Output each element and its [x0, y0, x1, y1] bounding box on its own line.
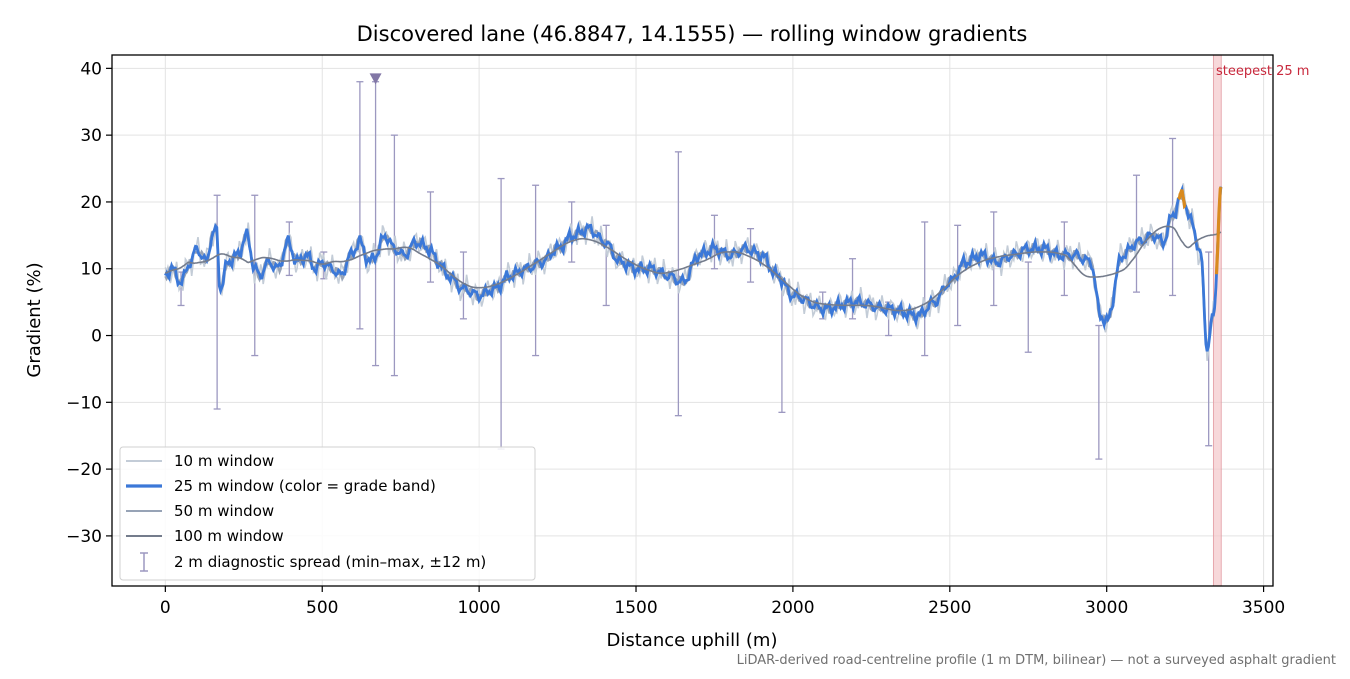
error-bar [1133, 174, 1141, 293]
series-25m-steep-segment [1214, 186, 1223, 275]
y-tick-label: −20 [66, 460, 102, 480]
error-bar [426, 191, 434, 283]
series-25m-window [164, 184, 1223, 352]
legend-label-10m: 10 m window [174, 452, 274, 470]
legend-label-50m: 50 m window [174, 502, 274, 520]
y-tick-label: 10 [80, 260, 102, 280]
error-bar [251, 194, 259, 357]
x-tick-label: 3000 [1085, 598, 1128, 618]
peak-marker [369, 73, 382, 85]
series-25m-steep-segment [1177, 189, 1187, 210]
y-tick-label: 40 [80, 59, 102, 79]
steepest-annotation: steepest 25 m [1216, 64, 1309, 79]
y-axis-title: Gradient (%) [24, 262, 45, 377]
x-tick-label: 0 [160, 598, 171, 618]
max-marker-triangle [369, 73, 382, 85]
error-bar [1024, 261, 1032, 353]
x-tick-label: 1000 [457, 598, 500, 618]
y-tick-label: 30 [80, 126, 102, 146]
x-tick-label: 3500 [1242, 598, 1285, 618]
chart-title: Discovered lane (46.8847, 14.1555) — rol… [357, 22, 1028, 46]
x-tick-label: 1500 [614, 598, 657, 618]
y-tick-label: 20 [80, 193, 102, 213]
legend-label-25m: 25 m window (color = grade band) [174, 477, 436, 495]
error-bar [372, 81, 380, 367]
legend-swatch-errorbar [140, 552, 148, 572]
x-tick-label: 500 [306, 598, 338, 618]
x-tick-label: 2500 [928, 598, 971, 618]
y-tick-label: −30 [66, 527, 102, 547]
highlight-band [1212, 54, 1222, 587]
series-100m-window [165, 225, 1222, 312]
error-bar [602, 224, 610, 307]
legend-label-errorbar: 2 m diagnostic spread (min–max, ±12 m) [174, 553, 486, 571]
x-axis-ticks: 0 500 1000 1500 2000 2500 3000 3500 [160, 586, 1285, 618]
error-bar [356, 81, 364, 330]
x-axis-title: Distance uphill (m) [607, 630, 778, 651]
plot-frame [111, 54, 1274, 587]
x-tick-label: 2000 [771, 598, 814, 618]
series-lines [164, 183, 1223, 361]
source-note: LiDAR-derived road-centreline profile (1… [737, 653, 1336, 668]
error-bar [1095, 324, 1103, 460]
y-tick-label: −10 [66, 393, 102, 413]
error-bar [921, 221, 929, 357]
legend-box [119, 446, 536, 581]
steepest-band-rect [1212, 54, 1222, 587]
error-bar [497, 177, 505, 450]
y-tick-label: 0 [91, 327, 102, 347]
error-bar [390, 134, 398, 377]
y-axis-ticks: −30 −20 −10 0 10 20 30 40 [66, 59, 112, 547]
legend: 10 m window 25 m window (color = grade b… [119, 446, 536, 581]
legend-label-100m: 100 m window [174, 527, 284, 545]
error-bar [778, 278, 786, 413]
